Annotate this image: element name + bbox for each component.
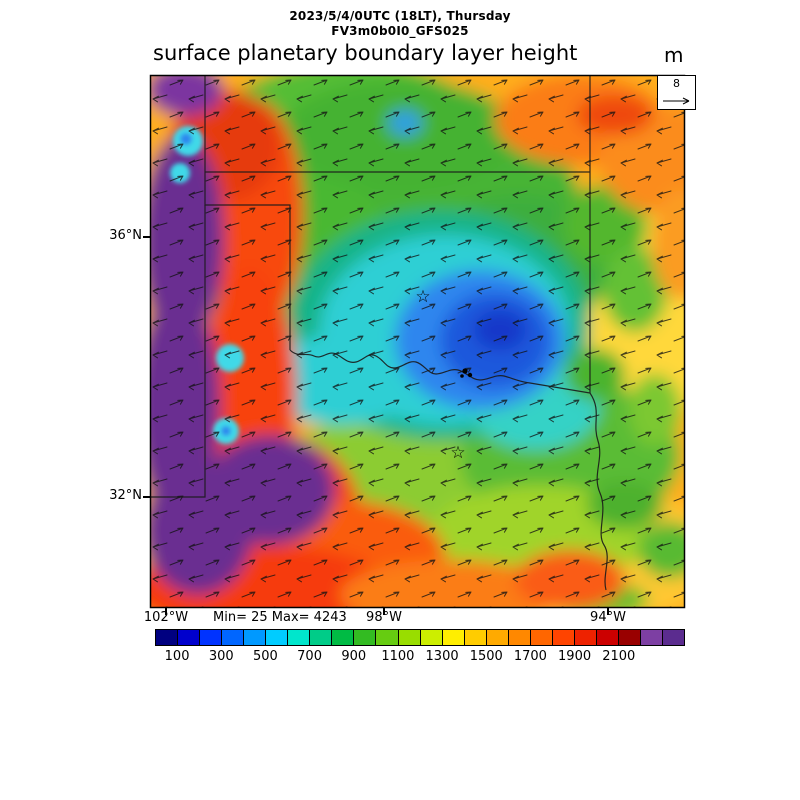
colorbar-segment	[442, 630, 465, 645]
plot-title: surface planetary boundary layer height	[153, 41, 578, 65]
colorbar-ticks: 100 300 500 700 900 1100 1300 1500 1700 1900 2100	[155, 649, 685, 665]
colorbar-segment	[641, 630, 664, 645]
colorbar-segment	[596, 630, 619, 645]
state-borders	[150, 75, 608, 591]
lon-label-102w: 102°W	[143, 610, 189, 625]
star-marker: ☆	[415, 287, 430, 307]
model-header: FV3m0b0I0_GFS025	[331, 24, 469, 38]
datetime-header: 2023/5/4/0UTC (18LT), Thursday	[289, 9, 511, 23]
colorbar-segment	[464, 630, 487, 645]
colorbar-tick-label: 900	[341, 649, 367, 664]
colorbar-tick-label: 300	[208, 649, 234, 664]
colorbar-segment	[574, 630, 597, 645]
colorbar-segment	[156, 630, 179, 645]
map-frame	[149, 74, 686, 609]
x-axis-tick	[607, 608, 609, 615]
reference-vector-box: 8	[657, 75, 696, 110]
colorbar-segment	[222, 630, 245, 645]
colorbar-tick-label: 2100	[602, 649, 636, 664]
colorbar-tick-label: 1500	[469, 649, 503, 664]
lon-label-98w: 98°W	[366, 610, 402, 625]
lat-label-32n: 32°N	[109, 488, 142, 503]
colorbar-tick-label: 700	[297, 649, 322, 664]
colorbar-segment	[266, 630, 289, 645]
colorbar-tick-label: 1300	[425, 649, 459, 664]
colorbar-segment	[398, 630, 421, 645]
colorbar-segment	[354, 630, 377, 645]
colorbar-segments	[155, 629, 685, 646]
y-axis-tick	[143, 496, 150, 498]
colorbar-segment	[244, 630, 267, 645]
y-axis-tick	[143, 236, 150, 238]
colorbar-segment	[618, 630, 642, 645]
colorbar-segment	[508, 630, 531, 645]
city-markers: ☆ ☆	[415, 287, 473, 463]
lon-label-94w: 94°W	[590, 610, 626, 625]
pbl-height-map: ☆ ☆	[149, 74, 686, 609]
colorbar-tick-label: 1700	[513, 649, 547, 664]
x-axis-tick	[165, 608, 167, 615]
colorbar-segment	[200, 630, 223, 645]
colorbar-segment	[663, 630, 685, 645]
x-axis-tick	[383, 608, 385, 615]
lat-label-36n: 36°N	[109, 228, 142, 243]
wind-vectors	[150, 75, 685, 608]
colorbar-segment	[486, 630, 509, 645]
colorbar-segment	[310, 630, 333, 645]
colorbar-segment	[552, 630, 575, 645]
colorbar-segment	[288, 630, 311, 645]
colorbar-segment	[530, 630, 553, 645]
reference-vector-value: 8	[673, 77, 680, 90]
colorbar-segment	[178, 630, 201, 645]
units-label: m	[664, 43, 684, 67]
colorbar-tick-label: 100	[164, 649, 190, 664]
colorbar-tick-label: 1900	[558, 649, 592, 664]
colorbar-tick-label: 500	[252, 649, 278, 664]
min-max-stats: Min= 25 Max= 4243	[213, 610, 347, 625]
map-panel: ☆ ☆	[149, 74, 686, 609]
reference-arrow-icon	[663, 97, 690, 105]
colorbar-segment	[376, 630, 399, 645]
star-marker: ☆	[450, 443, 465, 463]
colorbar-segment	[420, 630, 443, 645]
colorbar-tick-label: 1100	[381, 649, 415, 664]
dot-marker	[460, 368, 473, 378]
colorbar-segment	[332, 630, 355, 645]
